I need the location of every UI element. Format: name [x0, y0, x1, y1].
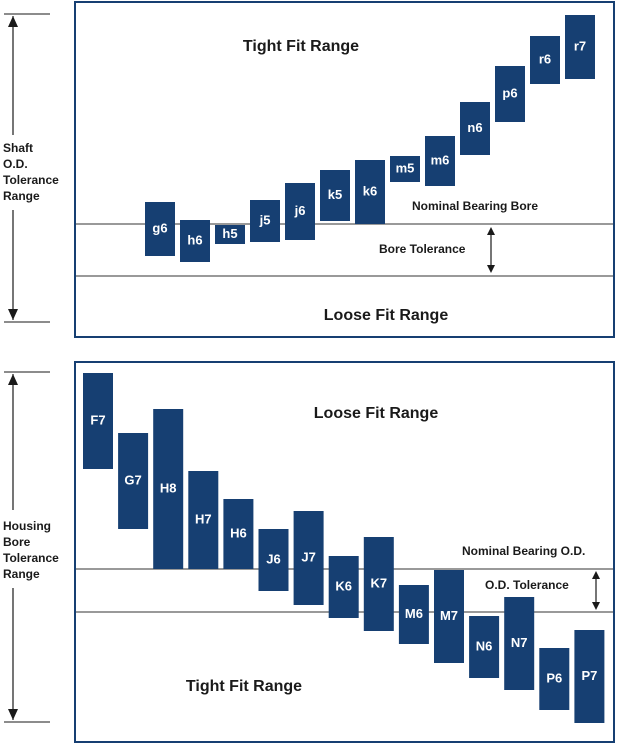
shaft-band-label: m6 — [431, 152, 450, 167]
housing-band-label: G7 — [124, 472, 141, 487]
shaft-band-label: p6 — [502, 85, 517, 100]
housing-loose-fit-label: Loose Fit Range — [314, 405, 439, 422]
shaft-band-label: k6 — [363, 183, 377, 198]
shaft-band-j5 — [250, 200, 280, 242]
shaft-band-g6 — [145, 202, 175, 256]
shaft-band-label: n6 — [467, 120, 482, 135]
housing-side-label: Housing Bore Tolerance Range — [3, 519, 62, 581]
housing-band-h7 — [188, 471, 219, 569]
housing-band-f7 — [83, 373, 113, 469]
housing-band-label: K6 — [335, 578, 352, 593]
housing-tight-fit-label: Tight Fit Range — [186, 678, 302, 695]
shaft-tolerance-bands: g6 h6 h5 j5 j6 k5 k6 m5 m6 n6 p6 r6 r7 — [145, 15, 595, 262]
housing-band-label: H8 — [160, 480, 177, 495]
housing-band-p6 — [539, 648, 570, 710]
housing-band-n6 — [469, 616, 500, 678]
housing-band-label: P6 — [546, 670, 562, 685]
housing-band-h8 — [153, 409, 184, 569]
housing-band-label: P7 — [581, 668, 597, 683]
shaft-band-label: g6 — [152, 220, 167, 235]
housing-band-h6 — [223, 499, 254, 569]
housing-band-label: J7 — [301, 549, 315, 564]
housing-band-label: H7 — [195, 511, 212, 526]
shaft-band-label: m5 — [396, 160, 415, 175]
shaft-panel: Shaft O.D. Tolerance Range Tight Fit Ran… — [3, 1, 615, 338]
shaft-band-r6 — [530, 36, 560, 84]
housing-band-label: M7 — [440, 608, 458, 623]
housing-range-arrow — [4, 371, 50, 723]
shaft-band-k5 — [320, 170, 350, 221]
od-tolerance-label: O.D. Tolerance — [485, 578, 569, 592]
nominal-bearing-bore-label: Nominal Bearing Bore — [412, 199, 538, 213]
housing-band-label: J6 — [266, 551, 280, 566]
housing-band-n7 — [504, 597, 535, 690]
shaft-band-r7 — [565, 15, 595, 79]
housing-band-j6 — [258, 529, 289, 591]
shaft-band-label: k5 — [328, 187, 342, 202]
housing-band-m6 — [398, 585, 429, 644]
shaft-band-m6 — [425, 136, 455, 186]
shaft-band-label: j6 — [294, 203, 306, 218]
shaft-band-label: h6 — [187, 232, 202, 247]
shaft-range-arrow — [4, 13, 50, 323]
housing-band-k6 — [328, 556, 359, 618]
shaft-band-label: r7 — [574, 38, 586, 53]
shaft-band-h5 — [215, 225, 245, 244]
shaft-side-label: Shaft O.D. Tolerance Range — [3, 141, 62, 203]
bore-tolerance-arrow — [487, 227, 495, 273]
shaft-band-m5 — [390, 156, 420, 182]
shaft-panel-frame — [74, 1, 615, 338]
housing-band-j7 — [293, 511, 324, 605]
shaft-band-label: j5 — [259, 212, 271, 227]
shaft-band-p6 — [495, 66, 525, 122]
housing-panel: Housing Bore Tolerance Range Loose Fit R… — [3, 361, 615, 743]
housing-band-g7 — [118, 433, 149, 529]
shaft-tight-fit-label: Tight Fit Range — [243, 38, 359, 55]
shaft-loose-fit-label: Loose Fit Range — [324, 307, 449, 324]
shaft-band-h6 — [180, 220, 210, 262]
shaft-band-n6 — [460, 102, 490, 155]
shaft-band-j6 — [285, 183, 315, 240]
od-tolerance-arrow — [592, 571, 600, 610]
housing-band-label: N7 — [511, 635, 528, 650]
housing-band-label: F7 — [90, 412, 105, 427]
shaft-band-label: h5 — [222, 226, 237, 241]
housing-band-label: N6 — [476, 638, 493, 653]
housing-band-label: H6 — [230, 525, 247, 540]
shaft-band-k6 — [355, 160, 385, 224]
housing-tolerance-bands: F7 G7 H8 H7 H6 J6 J7 K6 K7 M6 M7 N6 N7 P6 P7 — [83, 373, 605, 723]
housing-band-label: K7 — [370, 575, 387, 590]
bore-tolerance-label: Bore Tolerance — [379, 242, 466, 256]
housing-band-k7 — [363, 537, 394, 631]
nominal-bearing-od-label: Nominal Bearing O.D. — [462, 544, 585, 558]
housing-band-p7 — [574, 630, 605, 723]
housing-band-label: M6 — [405, 606, 423, 621]
shaft-band-label: r6 — [539, 51, 551, 66]
housing-band-m7 — [434, 570, 464, 663]
